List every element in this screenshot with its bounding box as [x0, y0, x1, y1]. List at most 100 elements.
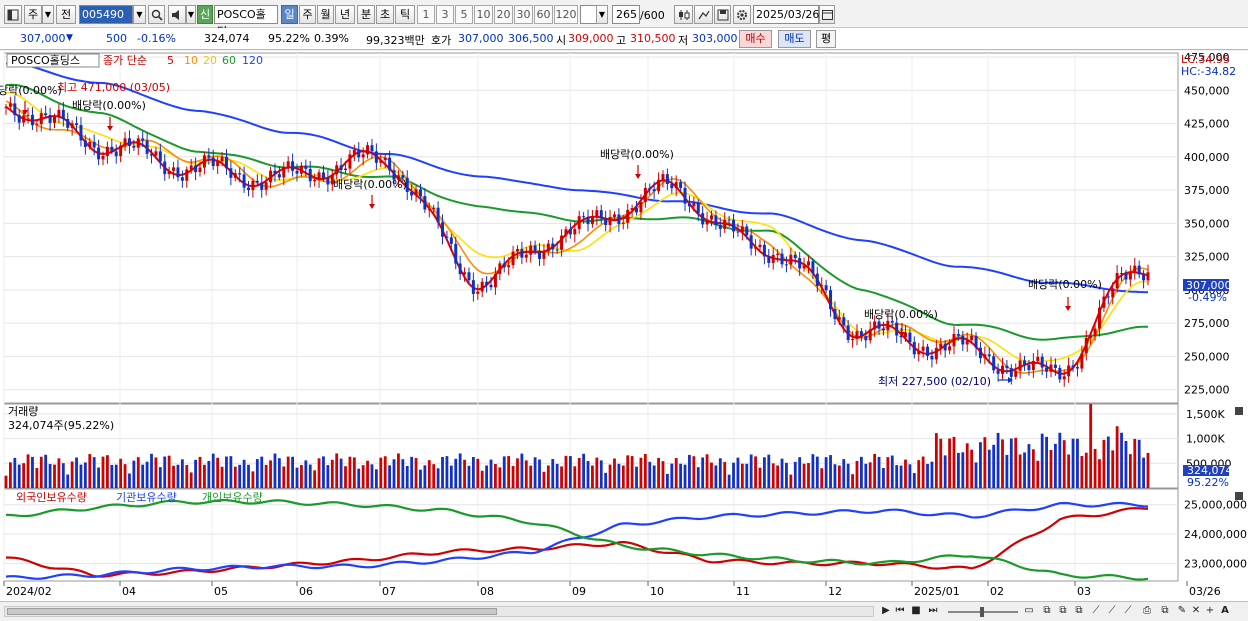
speaker-icon[interactable]: [168, 5, 186, 24]
chevron-down-icon[interactable]: ▼: [42, 5, 54, 24]
interval-20-button[interactable]: 20: [494, 5, 513, 24]
prev-button[interactable]: 전: [56, 5, 76, 24]
candle-body: [172, 167, 176, 171]
candle-body: [423, 196, 427, 210]
volume-bar: [167, 455, 171, 488]
candle-body: [401, 175, 405, 178]
x-tick-label: 03: [1077, 585, 1091, 598]
volume-bar: [308, 464, 312, 488]
period-day-button[interactable]: 일: [281, 5, 298, 24]
stock-chart[interactable]: 475,000 450,000 425,000 400,000 375,000 350,0…: [0, 51, 1248, 601]
candle-body: [211, 157, 215, 167]
sell-button[interactable]: 매도: [778, 30, 811, 48]
volume-bar: [974, 462, 978, 488]
interval-120-button[interactable]: 120: [554, 5, 578, 24]
candle-body: [665, 174, 669, 185]
volume-bar: [1098, 459, 1101, 488]
drawing-icon[interactable]: [694, 5, 713, 24]
data-count-input[interactable]: 265: [612, 5, 640, 24]
interval-30-button[interactable]: 30: [514, 5, 533, 24]
candle-body: [626, 209, 630, 223]
volume-bar: [546, 465, 550, 488]
interval-1-button[interactable]: 1: [417, 5, 435, 24]
print-icon[interactable]: ⎙: [1143, 605, 1151, 616]
candle-body: [798, 258, 802, 269]
volume-bar: [26, 454, 30, 488]
interval-3-button[interactable]: 3: [436, 5, 454, 24]
interval-10-button[interactable]: 10: [474, 5, 493, 24]
window-copy-icon[interactable]: ⧉: [1075, 605, 1083, 616]
first-page-icon[interactable]: ⏮: [895, 605, 905, 616]
evaluate-button[interactable]: 평: [816, 30, 836, 48]
candle-body: [617, 214, 621, 224]
interval-5-button[interactable]: 5: [455, 5, 473, 24]
volume-bar: [136, 457, 140, 488]
scroll-right-icon[interactable]: ▶: [882, 605, 890, 616]
period-minute-button[interactable]: 분: [357, 5, 375, 24]
window-tile-icon[interactable]: ⧉: [1043, 605, 1051, 616]
candle-body: [35, 124, 39, 126]
volume-bar: [815, 456, 819, 488]
stock-name-field[interactable]: POSCO홀딩: [214, 5, 278, 38]
copy-icon[interactable]: ⧉: [1161, 605, 1169, 616]
volume-bar: [1014, 437, 1018, 488]
candle-body: [1067, 365, 1071, 377]
candle-body: [555, 249, 559, 251]
line-tool-icon[interactable]: ⟋: [1108, 605, 1116, 616]
period-second-button[interactable]: 초: [376, 5, 394, 24]
candle-body: [66, 119, 70, 128]
candle-type-icon[interactable]: [674, 5, 693, 24]
window-split-icon[interactable]: ⧉: [1059, 605, 1067, 616]
gear-icon[interactable]: [733, 5, 751, 24]
chevron-down-icon[interactable]: ▼: [596, 5, 608, 24]
font-icon[interactable]: A: [1221, 605, 1229, 616]
chevron-down-icon[interactable]: ▼: [186, 5, 196, 24]
volume-bar: [242, 459, 246, 488]
volume-bar: [1146, 452, 1150, 488]
candle-body: [635, 208, 639, 213]
candle-body: [502, 263, 506, 268]
period-week-button[interactable]: 주: [299, 5, 316, 24]
search-icon[interactable]: [148, 5, 165, 24]
zoom-out-icon[interactable]: ▭: [1024, 605, 1034, 616]
volume-bar: [494, 464, 497, 488]
ma-line: [5, 91, 1149, 363]
candle-body: [983, 354, 987, 359]
last-page-icon[interactable]: ⏭: [928, 605, 938, 616]
period-year-button[interactable]: 년: [335, 5, 355, 24]
zoom-slider-handle[interactable]: [980, 607, 984, 617]
chart-area[interactable]: 475,000 450,000 425,000 400,000 375,000 350,0…: [0, 51, 1248, 601]
volume-bar: [877, 456, 881, 488]
market-select[interactable]: 주: [24, 5, 42, 24]
chevron-down-icon[interactable]: ▼: [133, 5, 146, 24]
volume-bar: [749, 454, 753, 488]
calendar-icon[interactable]: [819, 5, 835, 24]
stock-code-input[interactable]: 005490: [79, 5, 133, 24]
volume-bar: [4, 475, 8, 488]
line-tool-icon[interactable]: ⟋: [1092, 605, 1100, 616]
pane-close-icon[interactable]: [1235, 492, 1243, 500]
buy-button[interactable]: 매수: [739, 30, 772, 48]
candle-body: [194, 165, 198, 173]
scroll-thumb[interactable]: [7, 608, 497, 615]
save-icon[interactable]: [714, 5, 731, 24]
candle-body: [908, 332, 912, 343]
volume-bar: [1049, 450, 1053, 488]
cross-icon[interactable]: ✕: [1191, 605, 1201, 616]
period-tick-button[interactable]: 틱: [395, 5, 415, 24]
candle-body: [485, 281, 489, 285]
interval-60-button[interactable]: 60: [534, 5, 553, 24]
bottom-scrollbar[interactable]: ▶ ⏮ ■ ⏭ ▭ ⧉ ⧉ ⧉ ⟋ ⟋ ⟋ ⎙ ⧉ ✎ ✕ + A: [0, 601, 1248, 621]
period-month-button[interactable]: 월: [317, 5, 334, 24]
volume-bar: [207, 461, 211, 488]
date-input[interactable]: 2025/03/26: [753, 5, 819, 24]
window-icon[interactable]: [4, 5, 22, 24]
plus-icon[interactable]: +: [1205, 605, 1215, 616]
volume-bar: [189, 472, 193, 488]
scroll-track[interactable]: [4, 606, 874, 617]
draw-icon[interactable]: ✎: [1177, 605, 1187, 616]
line-tool-icon[interactable]: ⟋: [1124, 605, 1132, 616]
low-price: 303,000: [692, 32, 738, 45]
stop-icon[interactable]: ■: [911, 605, 921, 616]
pane-close-icon[interactable]: [1235, 407, 1243, 415]
